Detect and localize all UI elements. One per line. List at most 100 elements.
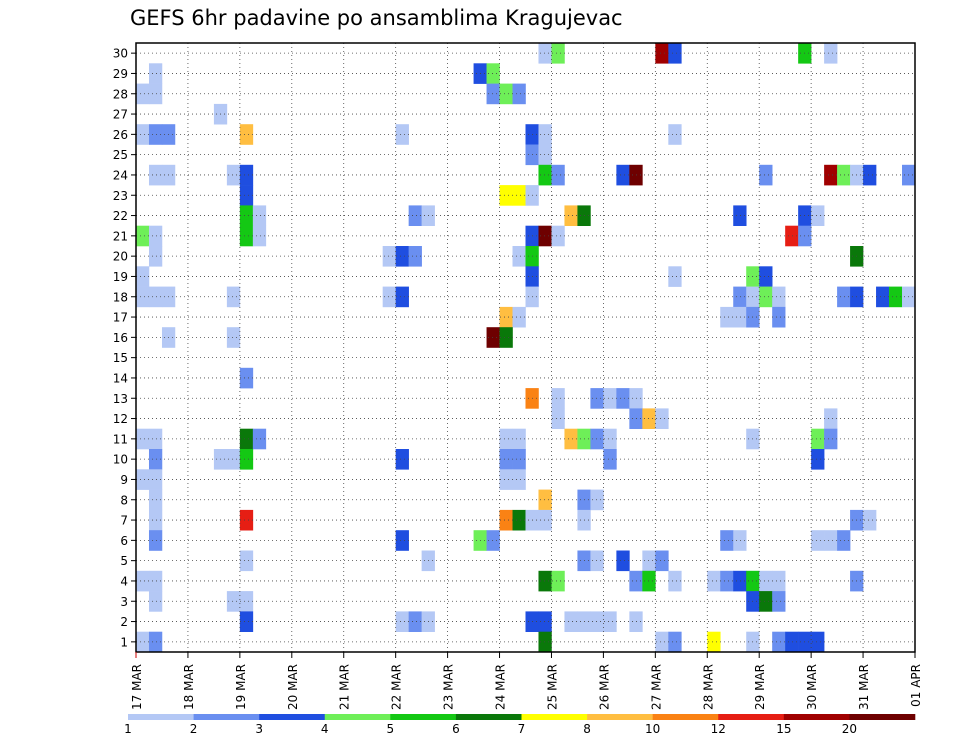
y-tick-label: 3: [120, 595, 128, 609]
y-tick-label: 8: [120, 493, 128, 507]
heatmap-cell: [551, 225, 565, 247]
heatmap-cell: [759, 591, 773, 612]
heatmap-cell: [707, 570, 721, 592]
heatmap-cell: [824, 164, 838, 186]
heatmap-cell: [148, 530, 163, 551]
x-tick-label: 22 MAR: [390, 664, 404, 710]
heatmap-cell: [499, 185, 513, 206]
legend-label: 20: [842, 722, 857, 736]
legend-label: 5: [387, 722, 395, 736]
heatmap-cell: [395, 286, 409, 308]
heatmap-cell: [668, 124, 682, 145]
y-tick-label: 9: [120, 473, 128, 487]
y-tick-label: 22: [113, 209, 128, 223]
y-tick-label: 28: [113, 87, 128, 101]
heatmap-cell: [811, 205, 825, 226]
heatmap-cell: [512, 83, 526, 105]
heatmap-cell: [226, 164, 241, 186]
heatmap-cell: [863, 509, 877, 531]
heatmap-cell: [837, 164, 851, 186]
y-tick-label: 5: [120, 554, 128, 568]
x-tick-label: 26 MAR: [597, 664, 611, 710]
heatmap-cell: [616, 550, 630, 572]
heatmap-cell: [616, 164, 630, 186]
heatmap-cell: [551, 164, 565, 186]
heatmap-cell: [239, 550, 254, 572]
y-tick-label: 21: [113, 229, 128, 243]
heatmap-cell: [499, 469, 513, 490]
heatmap-cell: [538, 124, 552, 145]
legend-swatch: [128, 714, 194, 720]
x-tick-label: 27 MAR: [649, 664, 663, 710]
heatmap-cell: [668, 43, 682, 64]
x-tick-label: 21 MAR: [338, 664, 352, 710]
heatmap-cell: [486, 530, 500, 551]
y-tick-label: 26: [113, 128, 128, 142]
heatmap-cell: [148, 83, 163, 105]
heatmap-cell: [239, 611, 254, 632]
x-tick-label: 18 MAR: [182, 664, 196, 710]
heatmap-cell: [486, 327, 500, 348]
y-tick-label: 23: [113, 189, 128, 203]
y-tick-label: 11: [113, 432, 128, 446]
heatmap-cell: [226, 591, 241, 612]
x-tick-label: 25 MAR: [545, 664, 559, 710]
heatmap-cell: [720, 306, 734, 328]
heatmap-cell: [564, 428, 578, 450]
y-tick-label: 14: [113, 371, 128, 385]
legend-swatch: [521, 714, 588, 720]
heatmap-cell: [616, 388, 630, 409]
heatmap-cell: [551, 43, 565, 64]
legend-label: 6: [452, 722, 460, 736]
heatmap-cell: [136, 469, 150, 490]
heatmap-cell: [486, 63, 500, 84]
legend-label: 12: [711, 722, 726, 736]
heatmap-cell: [512, 428, 526, 450]
heatmap-cell: [148, 428, 163, 450]
heatmap-cell: [148, 489, 163, 511]
x-tick-label: 31 MAR: [857, 664, 871, 710]
heatmap-cell: [239, 124, 254, 145]
heatmap-cell: [564, 611, 578, 632]
heatmap-cell: [148, 591, 163, 612]
y-tick-label: 10: [113, 453, 128, 467]
heatmap-cell: [239, 205, 254, 226]
heatmap-cell: [590, 489, 604, 511]
y-tick-label: 18: [113, 290, 128, 304]
legend-label: 10: [645, 722, 660, 736]
y-tick-label: 7: [120, 514, 128, 528]
heatmap-cell: [551, 408, 565, 429]
heatmap-cell: [148, 509, 163, 531]
heatmap-cell: [395, 124, 409, 145]
heatmap-cell: [239, 509, 254, 531]
heatmap-cell: [759, 286, 773, 308]
heatmap-cell: [382, 246, 396, 267]
heatmap-cell: [811, 631, 825, 653]
heatmap-cell: [772, 591, 786, 612]
legend-swatch: [455, 714, 522, 720]
heatmap-cell: [720, 570, 734, 592]
heatmap-cell: [655, 550, 669, 572]
legend-swatch: [390, 714, 457, 720]
heatmap-cell: [759, 266, 773, 287]
y-tick-label: 13: [113, 392, 128, 406]
heatmap-cell: [837, 530, 851, 551]
heatmap-cell: [512, 469, 526, 490]
heatmap-cell: [538, 225, 552, 247]
heatmap-cell: [512, 449, 526, 470]
heatmap-cell: [499, 509, 513, 531]
x-tick-label: 20 MAR: [286, 664, 300, 710]
x-axis: 17 MAR 18 MAR 19 MAR 20 MAR 21 MAR 22 MAR 23 M…: [130, 652, 923, 710]
heatmap-cell: [499, 306, 513, 328]
heatmap-cell: [733, 530, 747, 551]
heatmap-cell: [772, 306, 786, 328]
legend-label: 2: [190, 722, 198, 736]
heatmap-cell: [538, 43, 552, 64]
heatmap-cell: [382, 286, 396, 308]
y-tick-label: 1: [120, 635, 128, 649]
heatmap-cell: [603, 611, 617, 632]
legend-label: 3: [255, 722, 263, 736]
y-tick-label: 29: [113, 67, 128, 81]
y-tick-label: 2: [120, 615, 128, 629]
